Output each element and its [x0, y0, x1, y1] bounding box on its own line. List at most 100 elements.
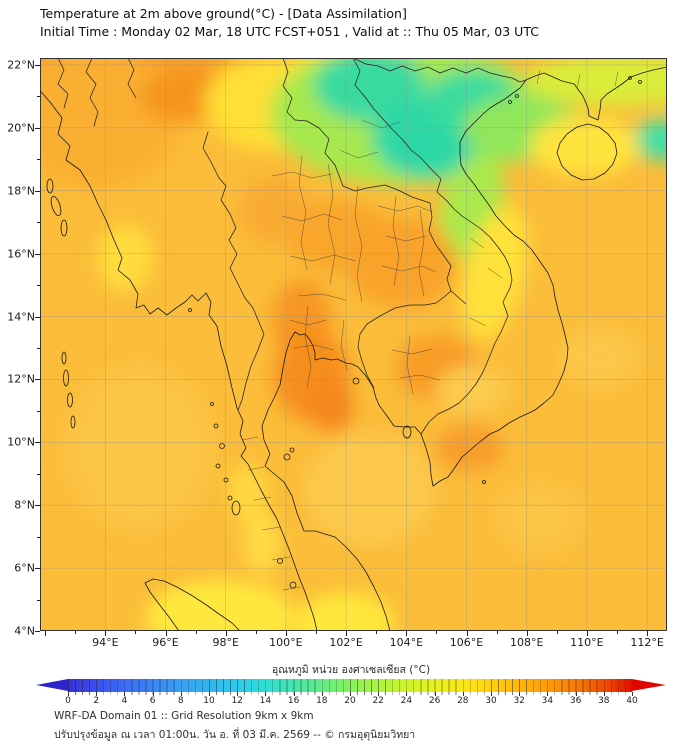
colorbar-tick-label: 28 — [457, 696, 469, 706]
colorbar-major-tick — [293, 692, 295, 696]
islands — [46, 76, 642, 589]
province-borders — [241, 69, 619, 591]
axis-tick — [37, 536, 40, 538]
graticule-grid — [40, 58, 667, 631]
axis-tick — [346, 631, 348, 636]
axis-tick — [35, 631, 40, 633]
colorbar-tick-label: 30 — [485, 696, 497, 706]
colorbar-major-tick — [547, 692, 549, 696]
colorbar-major-tick — [124, 692, 126, 696]
axis-tick — [37, 285, 40, 287]
colorbar-cell-separators — [68, 679, 632, 692]
page-title: Temperature at 2m above ground(°C) - [Da… — [40, 6, 407, 21]
colorbar-tick-label: 24 — [400, 696, 413, 706]
lon-tick-label: 104°E — [389, 636, 424, 649]
axis-tick — [35, 253, 40, 255]
colorbar-major-tick — [462, 692, 464, 696]
lat-tick-label: 14°N — [7, 310, 35, 324]
lon-tick-label: 112°E — [630, 636, 664, 649]
colorbar-major-tick — [350, 692, 351, 696]
colorbar-tick-label: 4 — [121, 696, 128, 706]
axis-tick — [586, 631, 588, 636]
colorbar-tick-label: 36 — [569, 696, 582, 706]
colorbar-tick-label: 26 — [428, 696, 441, 706]
colorbar-major-tick — [632, 692, 633, 696]
axis-tick — [37, 159, 40, 161]
axis-tick — [406, 631, 408, 636]
axis-tick — [225, 631, 227, 636]
map-svg — [40, 58, 667, 631]
colorbar-tick-label: 0 — [65, 696, 71, 706]
lon-tick-label: 106°E — [449, 636, 484, 649]
axis-tick — [37, 347, 40, 349]
colorbar-tick-label: 40 — [626, 696, 638, 706]
national-borders — [57, 58, 527, 435]
colorbar-major-tick — [378, 692, 380, 696]
colorbar-major-tick — [575, 692, 577, 696]
colorbar-tick-label: 22 — [372, 696, 384, 706]
axis-tick — [37, 410, 40, 412]
axis-tick — [105, 631, 107, 636]
temperature-field-blobs — [40, 58, 667, 631]
axis-tick — [165, 631, 167, 636]
colorbar-major-tick — [491, 692, 492, 696]
colorbar-left-arrow — [36, 679, 68, 691]
lat-tick-label: 22°N — [7, 58, 35, 72]
coastlines — [40, 66, 667, 631]
colorbar-major-tick — [321, 692, 323, 696]
colorbar-major-tick — [180, 692, 182, 696]
axis-tick — [316, 631, 318, 634]
colorbar-tick-label: 34 — [541, 696, 554, 706]
colorbar-major-tick — [603, 692, 605, 696]
axis-tick — [35, 316, 40, 318]
temperature-colorbar: 0 2 4 6 8 10 12 14 16 18 20 22 24 26 28 30 32 34 36 38 40 — [36, 679, 666, 709]
colorbar-tick-label: 16 — [287, 696, 300, 706]
colorbar-major-tick — [68, 692, 69, 696]
lat-tick-label: 4°N — [14, 624, 35, 638]
axis-tick — [35, 379, 40, 381]
lon-tick-label: 102°E — [329, 636, 363, 649]
colorbar-label: อุณหภูมิ หน่วย องศาเซลเซียส (°C) — [271, 664, 431, 676]
axis-tick — [496, 631, 498, 634]
lon-tick-label: 94°E — [92, 636, 119, 649]
colorbar-major-tick — [152, 692, 154, 696]
lon-tick-label: 96°E — [152, 636, 179, 649]
colorbar-major-tick — [265, 692, 267, 696]
weather-map — [40, 58, 667, 631]
axis-tick — [436, 631, 438, 634]
lon-tick-label: 98°E — [212, 636, 239, 649]
colorbar-tick-label: 14 — [259, 696, 272, 706]
lon-tick-label: 100°E — [269, 636, 303, 649]
axis-tick — [617, 631, 619, 634]
map-frame — [40, 58, 667, 631]
colorbar-tick-label: 6 — [149, 696, 156, 706]
axis-tick — [45, 631, 47, 636]
colorbar-major-tick — [96, 692, 98, 696]
lon-tick-label: 110°E — [570, 636, 604, 649]
axis-tick — [255, 631, 257, 634]
axis-tick — [35, 442, 40, 444]
colorbar-tick-label: 12 — [231, 696, 243, 706]
footer-update-info: ปรับปรุงข้อมูล ณ เวลา 01:00น. วัน อ. ที่… — [54, 729, 416, 741]
axis-tick — [376, 631, 378, 634]
colorbar-right-arrow — [632, 679, 666, 691]
axis-tick — [35, 568, 40, 570]
axis-tick — [37, 599, 40, 601]
axis-tick — [35, 64, 40, 66]
axis-tick — [466, 631, 468, 636]
colorbar-tick-label: 2 — [93, 696, 100, 706]
lat-tick-label: 12°N — [7, 372, 35, 386]
axis-tick — [285, 631, 287, 636]
colorbar-tick-label: 38 — [598, 696, 610, 706]
lat-tick-label: 6°N — [14, 561, 35, 575]
colorbar-tick-label: 20 — [344, 696, 356, 706]
axis-tick — [37, 96, 40, 98]
colorbar-tick-label: 18 — [316, 696, 328, 706]
axis-tick — [647, 631, 649, 636]
colorbar-major-tick — [237, 692, 239, 696]
lat-tick-label: 16°N — [7, 247, 35, 261]
colorbar-major-tick — [406, 692, 408, 696]
axis-tick — [37, 222, 40, 224]
colorbar-gradient — [68, 679, 632, 692]
